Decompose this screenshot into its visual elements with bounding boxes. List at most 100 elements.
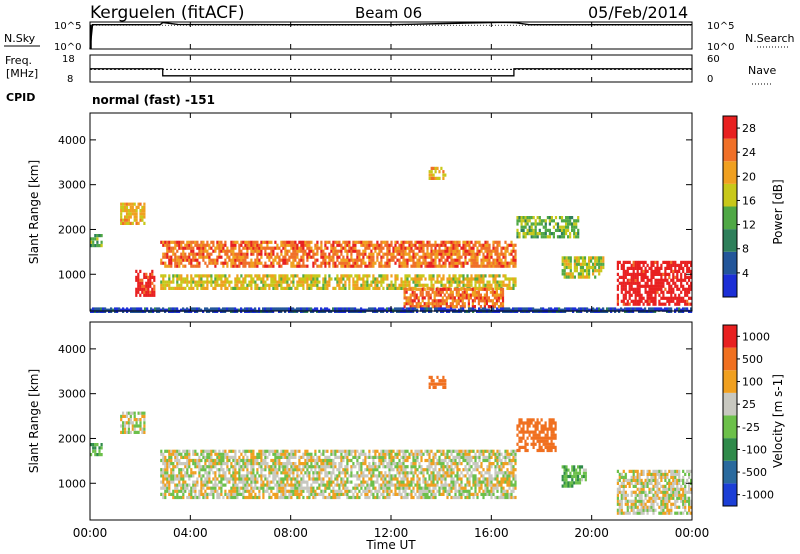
echo-cell [338, 474, 341, 478]
echo-cell [492, 246, 495, 250]
echo-cell [246, 252, 249, 256]
echo-cell [214, 483, 217, 487]
echo-cell [569, 262, 572, 266]
echo-cell [260, 452, 263, 456]
echo-cell [208, 486, 211, 490]
echo-cell [340, 258, 343, 262]
echo-cell [250, 280, 253, 284]
echo-cell [216, 246, 219, 250]
echo-cell [342, 277, 345, 281]
echo-cell [328, 277, 331, 281]
echo-cell [340, 264, 343, 268]
echo-cell [104, 307, 107, 311]
echo-cell [164, 255, 167, 259]
echo-cell [230, 246, 233, 250]
echo-cell [176, 455, 179, 459]
echo-cell [573, 222, 576, 226]
echo-cell [348, 258, 351, 262]
echo-cell [346, 240, 349, 244]
echo-cell [575, 235, 578, 239]
echo-cell [298, 455, 301, 459]
echo-cell [204, 286, 207, 290]
echo-cell [129, 215, 132, 219]
echo-cell [266, 462, 269, 466]
echo-cell [90, 237, 93, 241]
echo-cell [124, 202, 127, 206]
echo-cell [442, 277, 445, 281]
echo-cell [228, 274, 231, 278]
echo-cell [314, 465, 317, 469]
echo-cell [296, 274, 299, 278]
echo-cell [168, 249, 171, 253]
power-echo-region-2 [135, 269, 156, 297]
echo-cell [246, 477, 249, 481]
echo-cell [348, 449, 351, 453]
echo-cell [214, 274, 217, 278]
echo-cell [654, 296, 657, 300]
echo-cell [450, 277, 453, 281]
echo-cell [204, 255, 207, 259]
echo-cell [141, 278, 144, 282]
echo-cell [234, 280, 237, 284]
echo-cell [600, 265, 603, 270]
echo-cell [520, 228, 523, 232]
echo-cell [238, 455, 241, 459]
echo-cell [400, 280, 403, 284]
echo-cell [360, 283, 363, 287]
echo-cell [364, 280, 367, 284]
echo-cell [200, 477, 203, 481]
echo-cell [630, 272, 633, 276]
echo-cell [538, 232, 541, 236]
echo-cell [426, 249, 429, 253]
echo-cell [414, 274, 417, 278]
echo-cell [408, 240, 411, 244]
echo-cell [218, 492, 221, 496]
echo-cell [658, 299, 661, 303]
echo-cell [422, 252, 425, 256]
echo-cell [575, 219, 578, 223]
echo-cell [620, 287, 623, 291]
echo-cell [125, 411, 129, 415]
echo-cell [332, 458, 335, 463]
echo-cell [314, 452, 317, 456]
echo-cell [532, 228, 535, 232]
echo-cell [252, 280, 255, 284]
echo-cell [652, 275, 655, 279]
echo-cell [464, 243, 467, 247]
echo-cell [486, 240, 489, 244]
echo-cell [654, 281, 657, 285]
echo-cell [457, 293, 460, 297]
echo-cell [190, 261, 193, 265]
echo-cell [372, 277, 375, 281]
echo-cell [170, 452, 173, 456]
echo-cell [129, 202, 132, 206]
echo-cell [650, 269, 653, 273]
echo-cell [162, 458, 165, 463]
echo-cell [200, 252, 203, 256]
echo-cell [632, 275, 635, 279]
echo-cell [354, 474, 357, 478]
echo-cell [388, 252, 391, 256]
echo-cell [384, 243, 387, 247]
echo-cell [403, 296, 406, 300]
echo-cell [230, 243, 233, 247]
echo-cell [192, 240, 195, 244]
echo-cell [565, 232, 568, 236]
echo-cell [120, 202, 123, 206]
echo-cell [332, 489, 335, 493]
echo-cell [286, 458, 289, 463]
echo-cell [546, 228, 549, 232]
echo-cell [442, 240, 445, 244]
echo-cell [686, 293, 689, 297]
echo-cell [680, 275, 683, 279]
echo-cell [388, 243, 391, 247]
echo-cell [466, 277, 469, 281]
freq-tick-bottom: 8 [67, 74, 73, 85]
echo-cell [190, 474, 193, 478]
echo-cell [620, 266, 623, 270]
echo-cell [272, 486, 275, 490]
echo-cell [176, 492, 179, 496]
echo-cell [162, 471, 165, 475]
nsearch-tick-top: 10^5 [707, 21, 734, 32]
echo-cell [250, 486, 253, 490]
